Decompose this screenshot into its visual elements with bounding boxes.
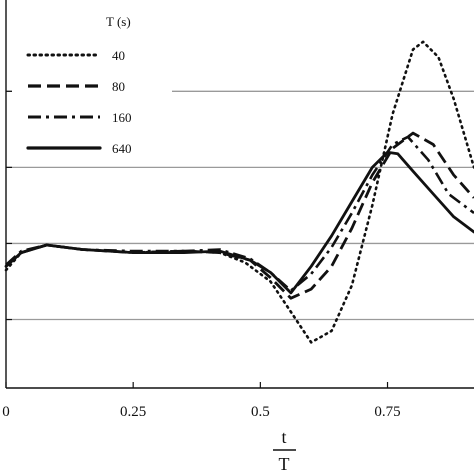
x-axis-label-numerator: t	[281, 427, 286, 447]
legend-label-160: 160	[112, 110, 132, 125]
x-tick-label-0: 0	[2, 404, 10, 420]
x-tick-label-3: 0.75	[374, 404, 400, 420]
legend-label-40: 40	[112, 48, 125, 63]
x-tick-label-1: 0.25	[120, 404, 146, 420]
x-axis-label-denominator: T	[279, 454, 290, 474]
x-axis-label: t T	[273, 427, 296, 474]
legend-label-80: 80	[112, 79, 125, 94]
series-lines	[4, 40, 474, 344]
legend-background	[12, 20, 172, 162]
legend-label-640: 640	[112, 141, 132, 156]
series-line-640	[4, 150, 474, 295]
x-tick-label-2: 0.5	[251, 404, 270, 420]
series-line-40	[4, 40, 474, 344]
legend-title: T (s)	[106, 14, 131, 29]
axes	[5, 0, 474, 389]
legend: T (s) 40 80 160 640	[12, 14, 172, 162]
x-tick-labels: 0 0.25 0.5 0.75	[2, 404, 400, 420]
